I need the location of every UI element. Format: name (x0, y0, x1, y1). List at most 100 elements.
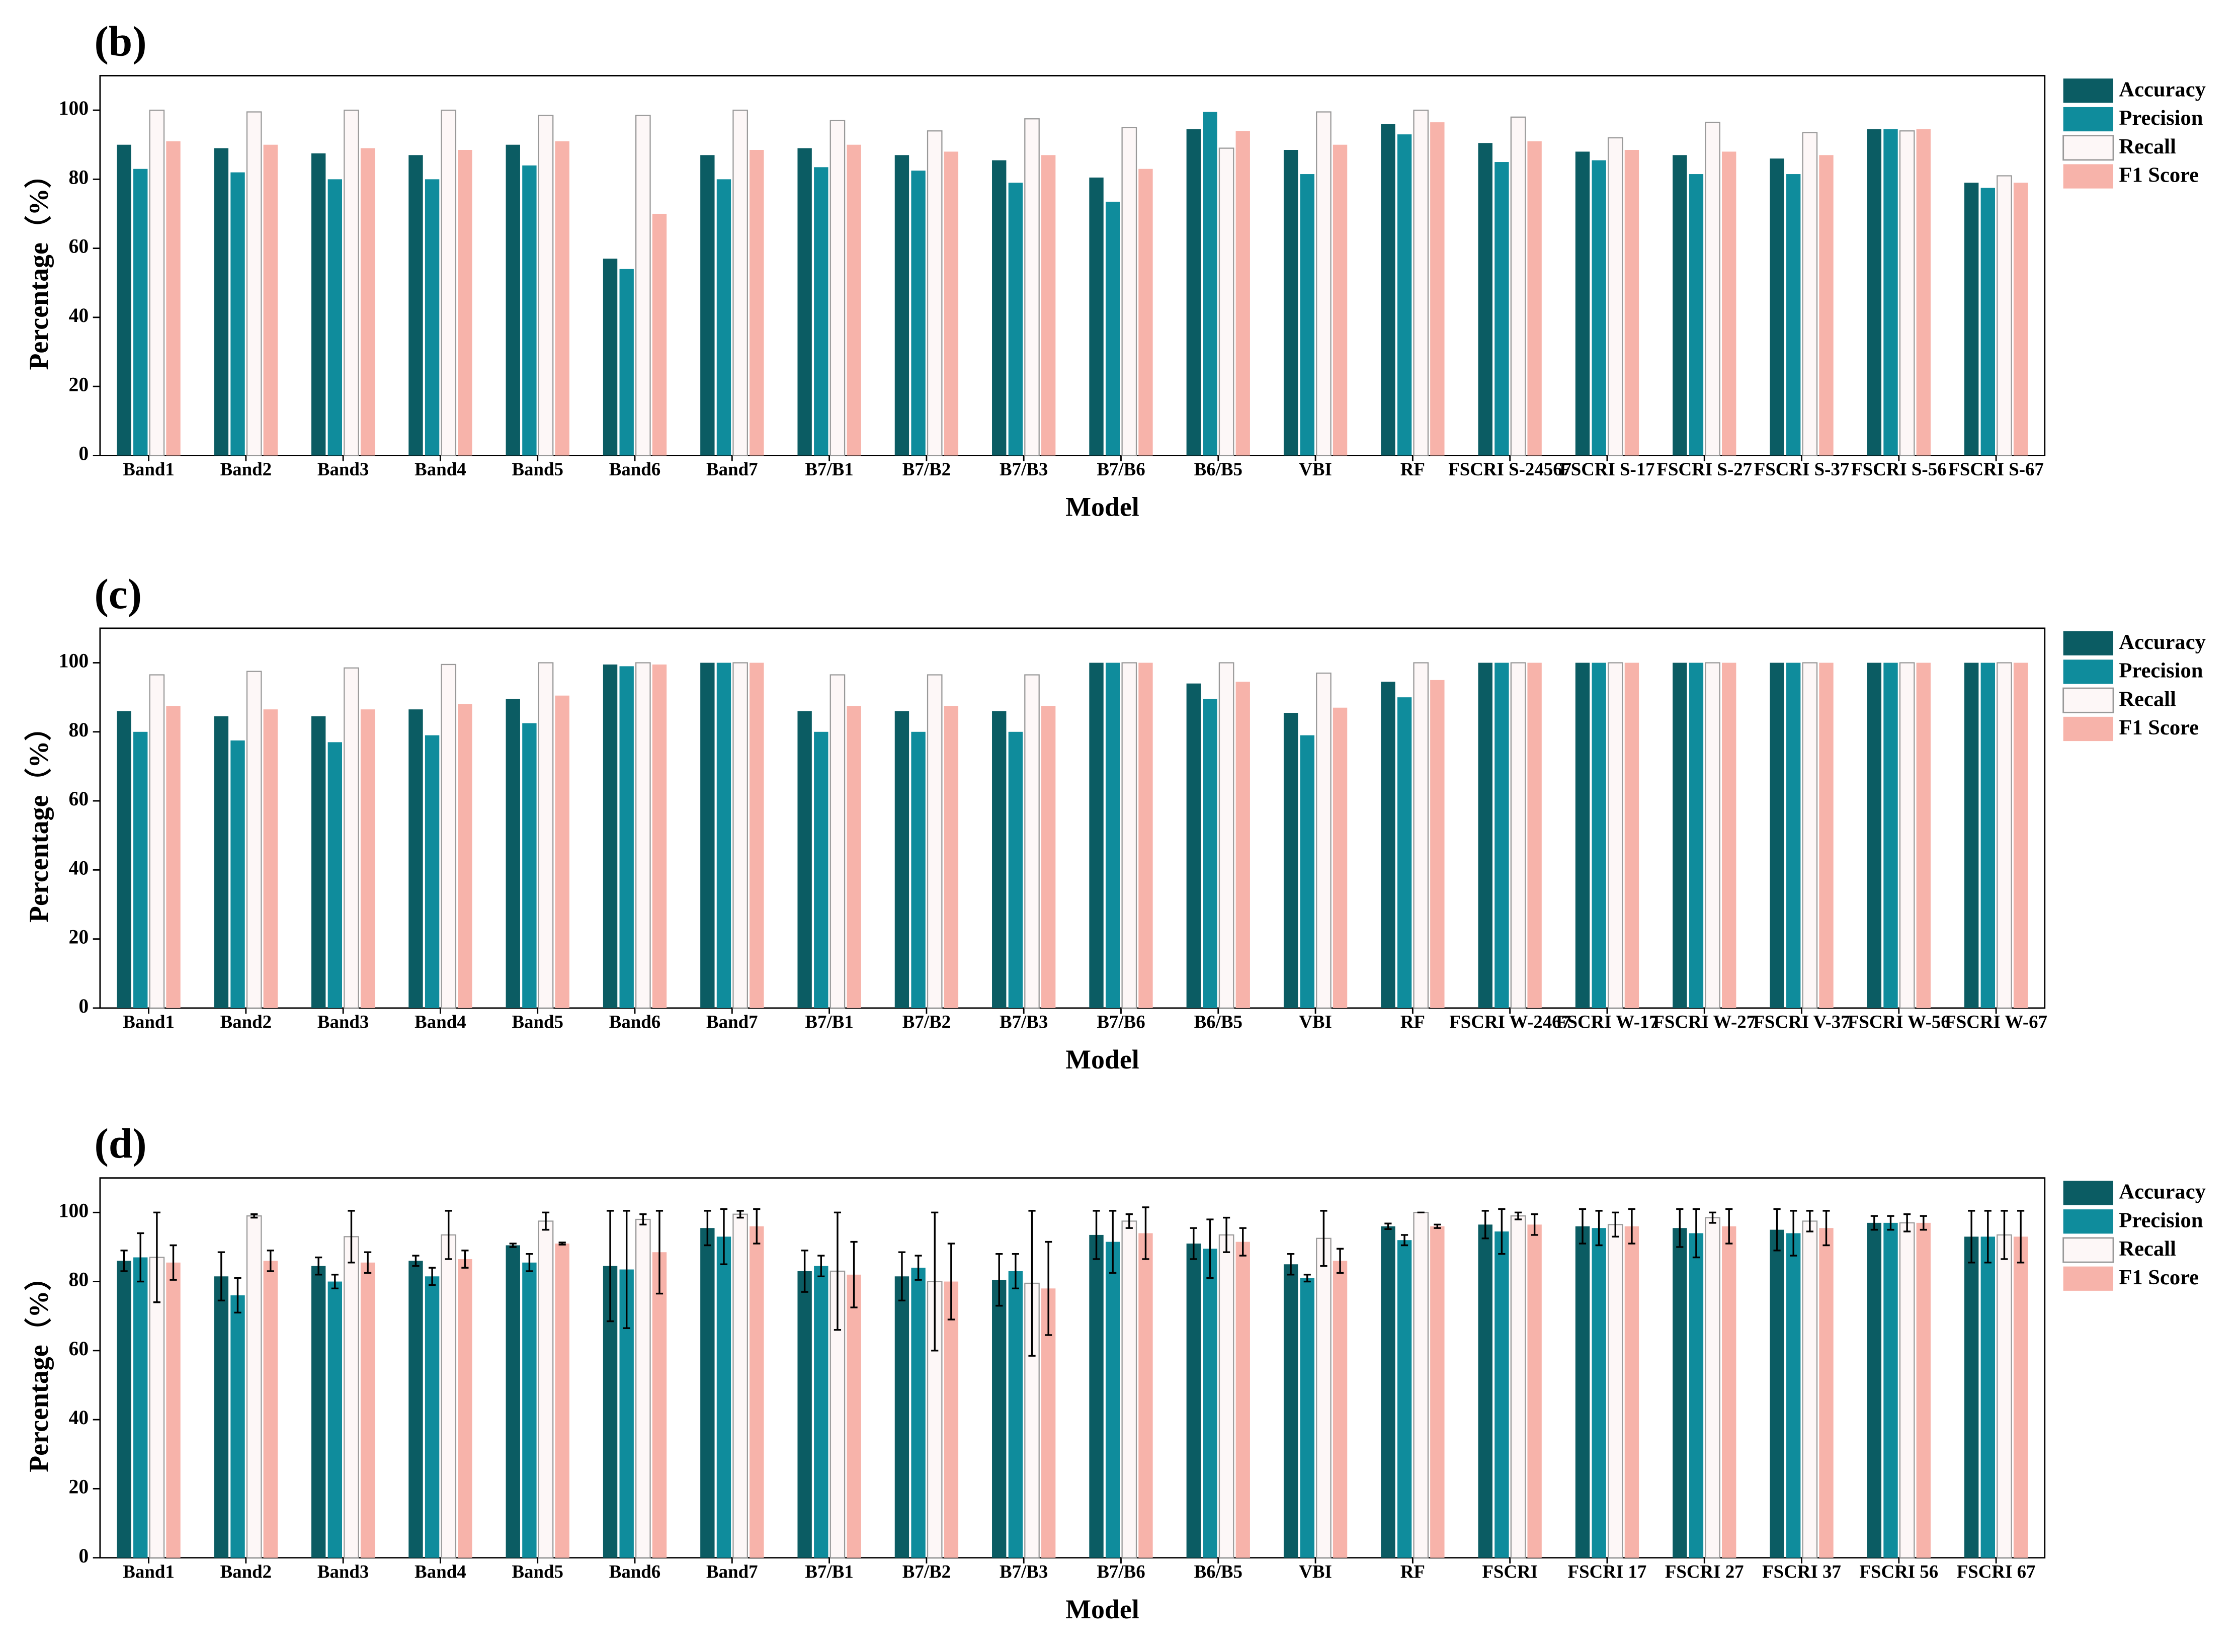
bar (797, 1271, 812, 1558)
bar (1316, 111, 1332, 456)
bar (1413, 662, 1429, 1009)
bar (1105, 663, 1120, 1008)
plot-frame (99, 627, 2046, 1009)
bar (944, 151, 959, 456)
error-bar (1434, 1223, 1441, 1229)
error-bar (1239, 1227, 1247, 1257)
bar (1316, 1237, 1332, 1558)
bar (1689, 663, 1704, 1008)
error-bar (1612, 1211, 1619, 1238)
y-tick-label: 20 (68, 926, 89, 948)
error-bar (655, 1210, 664, 1295)
x-tick-label: RF (1400, 459, 1425, 479)
bar (1575, 151, 1590, 456)
bar (1008, 731, 1023, 1008)
bar (1916, 1222, 1931, 1558)
bar (1786, 1233, 1801, 1558)
bar (1121, 1220, 1137, 1558)
bar (344, 667, 359, 1009)
bar (1786, 174, 1801, 456)
bar (732, 1213, 748, 1558)
bar (458, 704, 472, 1008)
bar (1883, 129, 1898, 456)
bar (1397, 1240, 1412, 1558)
bar (750, 663, 764, 1008)
bar (1624, 1226, 1639, 1558)
bar (1786, 663, 1801, 1008)
y-tick-label: 80 (68, 166, 89, 188)
error-bar (331, 1274, 339, 1290)
error-bar (364, 1251, 372, 1274)
bar (408, 709, 423, 1008)
bar (1510, 662, 1526, 1009)
bar (1916, 129, 1931, 456)
error-bar (850, 1241, 858, 1308)
bar (2013, 183, 2028, 456)
bar (1964, 183, 1979, 456)
bar (230, 1295, 245, 1558)
bar (1607, 1224, 1623, 1558)
bar (1300, 735, 1314, 1008)
bar (1997, 1234, 2012, 1558)
error-bar (1870, 1215, 1878, 1231)
error-bar (429, 1267, 436, 1286)
x-tick-label: B7/B1 (805, 459, 853, 479)
bar (814, 1266, 828, 1558)
bar (1235, 682, 1250, 1008)
error-bar (509, 1243, 517, 1248)
bar (716, 663, 731, 1008)
bar (1819, 663, 1834, 1008)
bar (1592, 663, 1606, 1008)
bar (522, 723, 537, 1008)
y-tick-label: 20 (68, 1476, 89, 1498)
bar (1607, 662, 1623, 1009)
bar (1316, 672, 1332, 1009)
error-bar (817, 1255, 825, 1277)
bar (1495, 1231, 1509, 1558)
x-tick-label: Band5 (512, 459, 563, 479)
bar (911, 731, 926, 1008)
bar (1024, 674, 1040, 1009)
bar (1300, 174, 1314, 456)
error-bar (1336, 1248, 1344, 1274)
bar (311, 153, 326, 456)
bar (425, 1276, 440, 1558)
bar (458, 150, 472, 456)
x-tick-label: B6/B5 (1194, 1012, 1242, 1032)
x-tick-label: Band2 (220, 459, 272, 479)
x-tick-label: Band6 (609, 1561, 661, 1582)
bar (1397, 697, 1412, 1008)
error-bar (1709, 1211, 1716, 1224)
x-tick-label: FSCRI W-67 (1945, 1012, 2047, 1032)
legend-swatch (2063, 716, 2114, 741)
bar (311, 1266, 326, 1558)
bar (311, 716, 326, 1008)
bar (425, 179, 440, 456)
bar (327, 1281, 343, 1558)
x-tick-label: B7/B3 (1000, 1561, 1048, 1582)
bar (117, 1261, 131, 1558)
bar (1916, 663, 1931, 1008)
bar (1041, 155, 1056, 456)
error-bar (606, 1210, 614, 1323)
bar (716, 1236, 731, 1558)
bar (506, 1245, 520, 1558)
bar (944, 1281, 959, 1558)
bar (1283, 713, 1298, 1008)
bar (944, 706, 959, 1008)
x-tick-label: Band6 (609, 1012, 661, 1032)
bar (635, 662, 651, 1009)
bar (1283, 1264, 1298, 1558)
bar (1008, 183, 1023, 456)
x-tick-label: B7/B3 (1000, 459, 1048, 479)
bar (117, 711, 131, 1008)
legend-swatch (2062, 135, 2114, 161)
bar (1089, 663, 1104, 1008)
error-bar (461, 1250, 469, 1269)
error-bar (170, 1244, 177, 1281)
bar (214, 148, 229, 456)
bar (1495, 663, 1509, 1008)
x-tick-label: FSCRI W-17 (1556, 1012, 1658, 1032)
bar (1899, 130, 1915, 456)
bar (1527, 141, 1542, 456)
